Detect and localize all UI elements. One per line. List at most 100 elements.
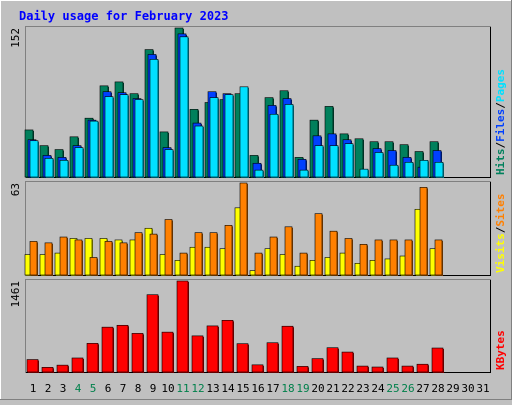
- bar-sites-8: [134, 232, 143, 276]
- bar-pages-14-body: [224, 94, 234, 178]
- legend-entry-top-4: Pages: [494, 69, 507, 102]
- bar-sites-10-body: [164, 219, 173, 276]
- bar-sites-26: [404, 239, 413, 276]
- legend-entry-top-1: /: [494, 142, 507, 149]
- bar-sites-9-body: [149, 233, 158, 276]
- bar-sites-28-body: [434, 239, 443, 276]
- x-tick-label-13: 13: [206, 382, 219, 395]
- bar-kbytes-26-body: [401, 365, 414, 373]
- bar-pages-18: [284, 104, 294, 178]
- bar-sites-22-body: [344, 238, 353, 276]
- bar-kbytes-21-body: [326, 347, 339, 373]
- bar-sites-17: [269, 236, 278, 276]
- bar-pages-19-body: [299, 169, 309, 178]
- x-tick-label-24: 24: [371, 382, 385, 395]
- bar-pages-28: [434, 161, 444, 178]
- bar-pages-13-body: [209, 97, 219, 178]
- x-tick-label-5: 5: [90, 382, 97, 395]
- bar-sites-24-body: [374, 239, 383, 276]
- bar-kbytes-9: [146, 294, 159, 373]
- bar-pages-2: [44, 158, 54, 178]
- panel-bottom: 1461 KBytes: [9, 279, 507, 373]
- bar-kbytes-4-body: [71, 357, 84, 373]
- bar-sites-27: [419, 187, 428, 276]
- bar-pages-27: [419, 160, 429, 178]
- bar-visits-5-body: [84, 238, 93, 276]
- bar-sites-8-body: [134, 232, 143, 276]
- bar-pages-6: [104, 96, 114, 178]
- bar-pages-17-body: [269, 113, 279, 178]
- bar-kbytes-28-body: [431, 347, 444, 373]
- bar-kbytes-24: [371, 366, 384, 373]
- bar-sites-25-body: [389, 239, 398, 276]
- bar-kbytes-18: [281, 325, 294, 373]
- x-tick-label-19: 19: [296, 382, 309, 395]
- bar-kbytes-19: [296, 366, 309, 373]
- bar-kbytes-23: [356, 365, 369, 373]
- y-max-label-top: 152: [9, 28, 22, 48]
- bar-kbytes-25: [386, 357, 399, 373]
- x-tick-label-10: 10: [161, 382, 174, 395]
- bar-kbytes-16: [251, 364, 264, 373]
- bar-kbytes-25-body: [386, 357, 399, 373]
- x-tick-label-8: 8: [135, 382, 142, 395]
- bar-kbytes-19-body: [296, 366, 309, 373]
- bar-pages-23-body: [359, 168, 369, 178]
- legend-entry-middle-2: Sites: [494, 194, 507, 227]
- bar-sites-1: [29, 241, 38, 276]
- bar-pages-1: [29, 140, 39, 178]
- bar-sites-6: [104, 241, 113, 276]
- bar-sites-14: [224, 225, 233, 276]
- x-tick-label-2: 2: [45, 382, 52, 395]
- bar-kbytes-16-body: [251, 364, 264, 373]
- bar-kbytes-11: [176, 280, 189, 373]
- x-tick-label-21: 21: [326, 382, 339, 395]
- bar-kbytes-7-body: [116, 324, 129, 373]
- bar-sites-15: [239, 182, 248, 276]
- bar-sites-21: [329, 230, 338, 276]
- bar-pages-25: [389, 164, 399, 178]
- legend-entry-top-3: /: [494, 102, 507, 109]
- bar-pages-3-body: [59, 160, 69, 178]
- bar-kbytes-14: [221, 320, 234, 373]
- x-tick-label-3: 3: [60, 382, 67, 395]
- bar-sites-15-body: [239, 182, 248, 276]
- bar-pages-2-body: [44, 158, 54, 178]
- bar-sites-17-body: [269, 236, 278, 276]
- x-tick-label-23: 23: [356, 382, 369, 395]
- bar-kbytes-8: [131, 333, 144, 373]
- x-tick-label-22: 22: [341, 382, 354, 395]
- bar-sites-13: [209, 232, 218, 276]
- legend-entry-top-0: Hits: [494, 149, 507, 176]
- bar-pages-7: [119, 94, 129, 178]
- bar-pages-18-body: [284, 104, 294, 178]
- bar-sites-23: [359, 244, 368, 276]
- bar-kbytes-3: [56, 364, 69, 373]
- bar-sites-25: [389, 239, 398, 276]
- bar-kbytes-2: [41, 367, 54, 373]
- bar-pages-9: [149, 59, 159, 178]
- bar-kbytes-13: [206, 325, 219, 373]
- bar-kbytes-20: [311, 358, 324, 373]
- bar-sites-7: [119, 242, 128, 276]
- bar-kbytes-28: [431, 347, 444, 373]
- x-tick-label-7: 7: [120, 382, 127, 395]
- chart-title: Daily usage for February 2023: [19, 9, 229, 23]
- x-tick-label-25: 25: [386, 382, 399, 395]
- x-tick-label-6: 6: [105, 382, 112, 395]
- bar-pages-9-body: [149, 59, 159, 178]
- x-tick-label-11: 11: [176, 382, 189, 395]
- bar-pages-27-body: [419, 160, 429, 178]
- bar-pages-7-body: [119, 94, 129, 178]
- panel-middle: 63 Visits/Sites: [9, 181, 507, 276]
- bar-kbytes-5-body: [86, 343, 99, 373]
- x-tick-label-17: 17: [266, 382, 279, 395]
- x-tick-label-18: 18: [281, 382, 294, 395]
- bar-sites-11: [179, 252, 188, 276]
- bar-pages-14: [224, 94, 234, 178]
- x-tick-label-4: 4: [75, 382, 82, 395]
- bar-kbytes-26: [401, 365, 414, 373]
- legend-entry-bottom-0: KBytes: [494, 330, 507, 370]
- bar-kbytes-5: [86, 343, 99, 373]
- bar-kbytes-10: [161, 331, 174, 373]
